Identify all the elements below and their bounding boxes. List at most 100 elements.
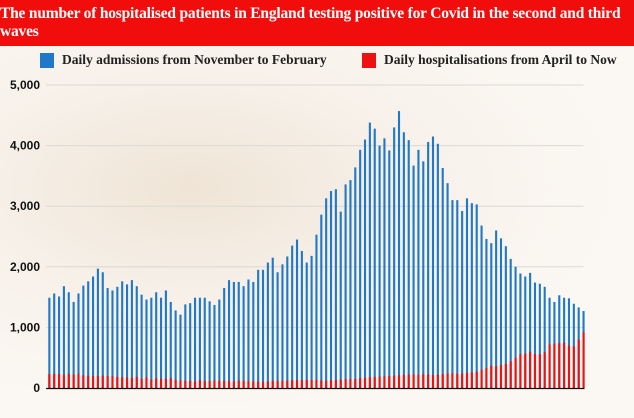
bar-hospitalisations [563, 342, 566, 388]
bar-admissions [431, 136, 435, 388]
bar-admissions [461, 211, 464, 388]
bar-admissions [121, 281, 124, 388]
bar-admissions [295, 239, 299, 388]
bar-admissions [558, 295, 561, 388]
bar-hospitalisations [495, 366, 498, 388]
bar-hospitalisations [402, 374, 405, 388]
bar-hospitalisations [461, 373, 464, 388]
bar-admissions [213, 304, 216, 388]
bar-hospitalisations [295, 380, 299, 388]
legend-item-admissions: Daily admissions from November to Februa… [40, 52, 327, 68]
bar-hospitalisations [286, 380, 289, 388]
bar-hospitalisations [475, 371, 478, 388]
bar-hospitalisations [529, 351, 532, 388]
bar-admissions [155, 292, 158, 388]
bar-hospitalisations [291, 380, 294, 388]
bar-hospitalisations [465, 372, 469, 388]
bar-hospitalisations [480, 369, 483, 388]
legend-swatch-blue [40, 52, 54, 68]
bar-hospitalisations [53, 373, 56, 388]
bar-admissions [480, 225, 483, 388]
bar-admissions [310, 255, 313, 388]
bar-hospitalisations [349, 378, 352, 388]
bar-hospitalisations [67, 373, 70, 388]
bar-admissions [286, 256, 289, 388]
bar-admissions [407, 140, 410, 388]
bar-hospitalisations [58, 374, 61, 388]
bar-admissions [101, 272, 104, 388]
bar-admissions [305, 262, 308, 388]
legend: Daily admissions from November to Februa… [0, 52, 634, 70]
y-tick-label: 0 [33, 381, 40, 395]
bar-hospitalisations [509, 361, 512, 388]
bar-hospitalisations [519, 354, 522, 388]
bar-admissions [499, 238, 503, 388]
y-tick-label: 1,000 [10, 320, 40, 334]
bar-hospitalisations [77, 373, 80, 388]
bar-admissions [300, 251, 303, 388]
bar-hospitalisations [96, 375, 99, 388]
bar-admissions [354, 167, 357, 388]
bar-hospitalisations [159, 378, 163, 388]
bar-admissions [567, 298, 571, 388]
bar-hospitalisations [456, 373, 459, 388]
bar-hospitalisations [169, 378, 172, 388]
bar-admissions [179, 314, 182, 388]
bar-admissions [135, 286, 138, 388]
y-tick-label: 3,000 [10, 199, 40, 213]
bar-hospitalisations [436, 374, 439, 388]
bar-admissions [456, 200, 459, 388]
bar-hospitalisations [261, 381, 265, 388]
bar-admissions [237, 281, 240, 388]
bar-hospitalisations [252, 381, 255, 388]
bar-admissions [223, 288, 226, 388]
bar-admissions [247, 279, 250, 388]
bar-hospitalisations [164, 378, 167, 388]
bar-hospitalisations [126, 377, 129, 388]
bar-admissions [261, 269, 265, 388]
bar-admissions [62, 286, 65, 388]
bar-admissions [402, 132, 405, 388]
bar-admissions [130, 280, 133, 388]
bar-admissions [373, 128, 376, 388]
y-tick-label: 5,000 [10, 78, 40, 92]
bar-hospitalisations [189, 380, 192, 388]
bar-hospitalisations [490, 365, 493, 388]
bar-admissions [427, 141, 430, 388]
bar-hospitalisations [553, 343, 556, 388]
bar-admissions [111, 290, 114, 388]
bar-hospitalisations [470, 372, 473, 388]
bar-hospitalisations [354, 378, 357, 388]
bar-admissions [320, 214, 323, 388]
bar-admissions [393, 127, 396, 389]
bar-hospitalisations [543, 352, 546, 388]
bar-hospitalisations [155, 378, 158, 388]
bar-admissions [145, 299, 148, 388]
bar-hospitalisations [388, 375, 391, 388]
bar-admissions [150, 297, 153, 388]
bar-admissions [412, 165, 415, 388]
bar-admissions [344, 184, 347, 388]
bar-admissions [446, 183, 449, 388]
bar-admissions [271, 257, 274, 388]
bar-admissions [53, 293, 56, 388]
bar-admissions [87, 281, 90, 388]
bar-admissions [67, 292, 70, 388]
bar-hospitalisations [281, 380, 284, 388]
bar-admissions [485, 238, 488, 388]
bar-hospitalisations [237, 380, 240, 388]
bar-admissions [58, 296, 61, 388]
bar-hospitalisations [121, 377, 124, 388]
bar-admissions [164, 290, 167, 388]
bar-hospitalisations [383, 376, 386, 388]
bar-admissions [490, 243, 493, 388]
bar-admissions [276, 272, 279, 388]
bar-hospitalisations [393, 375, 396, 388]
bar-hospitalisations [451, 373, 454, 388]
bar-admissions [334, 189, 337, 388]
bar-hospitalisations [344, 379, 347, 388]
bar-hospitalisations [524, 353, 527, 388]
bar-admissions [519, 273, 522, 388]
bar-admissions [388, 150, 391, 388]
